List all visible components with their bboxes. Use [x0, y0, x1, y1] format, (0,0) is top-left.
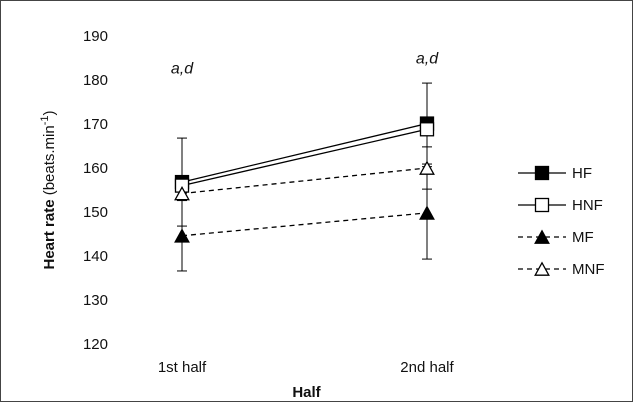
legend-marker-mf — [534, 229, 550, 244]
x-axis-title: Half — [292, 384, 321, 401]
markers-layer — [174, 116, 435, 243]
legend-marker-mnf — [534, 261, 550, 276]
labels-layer: a,d a,d — [171, 51, 439, 78]
legend-marker-hf — [534, 165, 550, 181]
axes-layer: 120 130 140 150 160 170 180 190 1st half 2nd half… — [39, 28, 455, 401]
marker-mf — [419, 205, 435, 220]
y-axis-title-unit: (beats.min — [41, 125, 58, 195]
legend-label-hnf: HNF — [572, 197, 603, 214]
y-axis-title-superscript: -1 — [39, 115, 51, 125]
series-line-mnf — [181, 167, 428, 195]
y-tick-label: 150 — [83, 204, 108, 221]
significance-annotation: a,d — [171, 60, 194, 77]
x-tick-label: 2nd half — [400, 359, 454, 376]
series-line-hf — [181, 122, 428, 183]
y-tick-label: 190 — [83, 28, 108, 45]
marker-hnf — [419, 122, 435, 137]
legend: HF HNF MF MNF — [518, 165, 605, 278]
y-tick-label: 130 — [83, 292, 108, 309]
error-bars-layer — [177, 82, 432, 272]
legend-marker-hnf — [534, 197, 550, 213]
marker-mf — [174, 228, 190, 243]
y-axis-title-main: Heart rate — [41, 195, 58, 269]
marker-mnf — [174, 186, 190, 201]
legend-label-mf: MF — [572, 229, 594, 246]
marker-mnf — [419, 160, 435, 175]
y-tick-label: 160 — [83, 160, 108, 177]
series-line-hnf — [181, 128, 428, 187]
significance-annotation: a,d — [416, 51, 439, 68]
y-tick-label: 140 — [83, 248, 108, 265]
legend-label-mnf: MNF — [572, 261, 605, 278]
legend-label-hf: HF — [572, 165, 592, 182]
y-tick-label: 180 — [83, 72, 108, 89]
y-axis-title: Heart rate (beats.min-1) — [39, 110, 58, 269]
series-lines-layer — [181, 122, 428, 237]
y-tick-label: 120 — [83, 336, 108, 353]
series-line-mf — [181, 212, 428, 237]
y-axis-title-unit-end: ) — [41, 110, 58, 115]
x-tick-label: 1st half — [158, 359, 207, 376]
y-tick-label: 170 — [83, 116, 108, 133]
